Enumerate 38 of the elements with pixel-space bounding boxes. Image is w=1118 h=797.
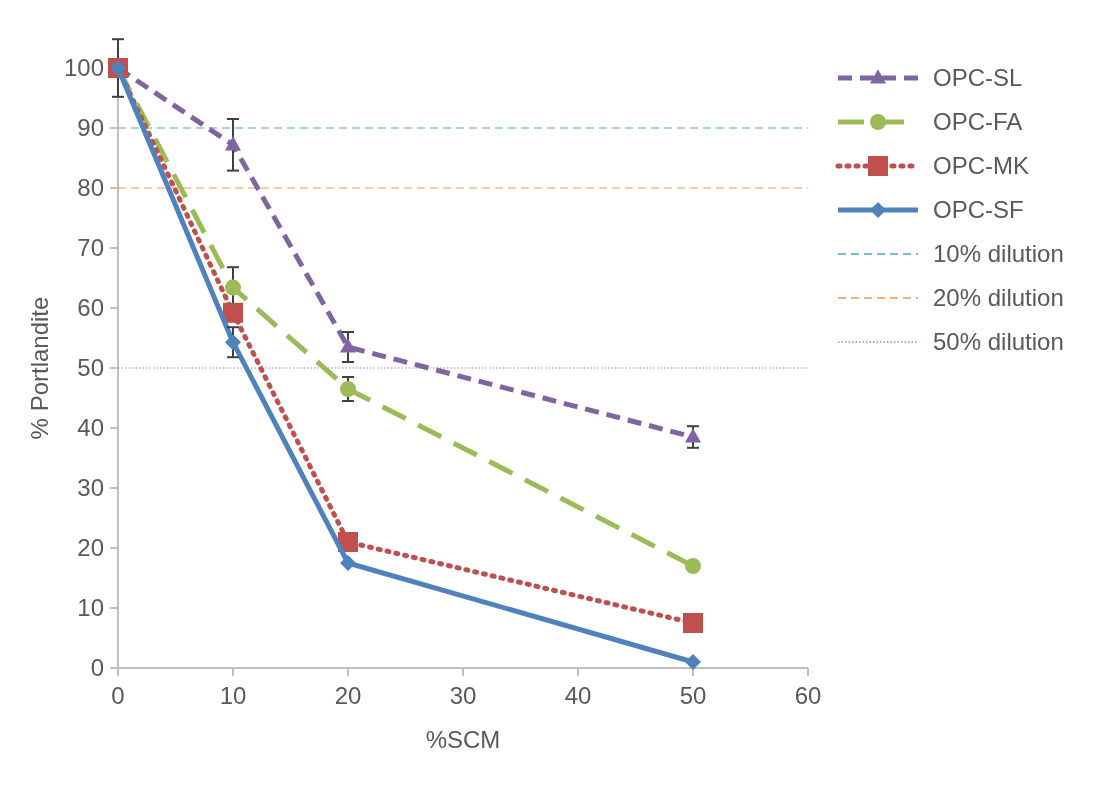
y-tick-label: 0 [90,654,104,682]
point [225,334,241,351]
x-axis-title: %SCM [425,726,501,753]
legend-label: 10% dilution [933,240,1064,268]
x-tick-label: 0 [111,682,125,709]
point [685,654,701,670]
y-tick-label: 10 [77,594,104,622]
x-tick-label: 30 [449,682,477,709]
x-tick-label: 10 [219,682,247,709]
point [685,558,701,574]
legend-label: OPC-FA [933,108,1023,136]
legend-label: OPC-MK [933,152,1029,180]
y-tick-label: 80 [77,174,104,202]
y-tick-label: 90 [77,114,104,142]
x-tick-label: 20 [334,682,362,709]
y-tick-label: 50 [77,354,104,382]
y-tick-label: 70 [77,234,104,262]
y-tick-label: 60 [77,294,104,322]
x-tick-label: 50 [679,682,707,709]
y-tick-label: 100 [63,54,104,82]
legend-label: 20% dilution [933,284,1064,312]
point [340,381,356,397]
y-tick-label: 20 [77,534,104,562]
point [340,555,356,571]
point [223,302,243,323]
x-tick-label: 40 [564,682,592,709]
legend-label: OPC-SL [933,64,1023,92]
point [685,428,701,443]
point [225,136,241,151]
y-axis-title: % Portlandite [26,296,53,440]
point [683,613,703,633]
x-tick-label: 60 [794,682,822,709]
y-tick-label: 40 [77,414,104,442]
point [340,338,356,353]
legend-label: 50% dilution [933,328,1064,356]
point [225,279,241,296]
y-tick-label: 30 [77,474,104,502]
legend-label: OPC-SF [933,196,1024,224]
